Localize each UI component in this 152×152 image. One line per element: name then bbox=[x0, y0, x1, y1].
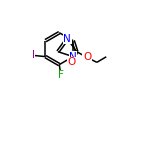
Text: F: F bbox=[58, 70, 64, 80]
Text: I: I bbox=[32, 50, 35, 60]
Text: O: O bbox=[83, 52, 91, 62]
Text: N: N bbox=[69, 52, 77, 62]
Text: N: N bbox=[63, 34, 71, 44]
Text: O: O bbox=[67, 57, 76, 67]
